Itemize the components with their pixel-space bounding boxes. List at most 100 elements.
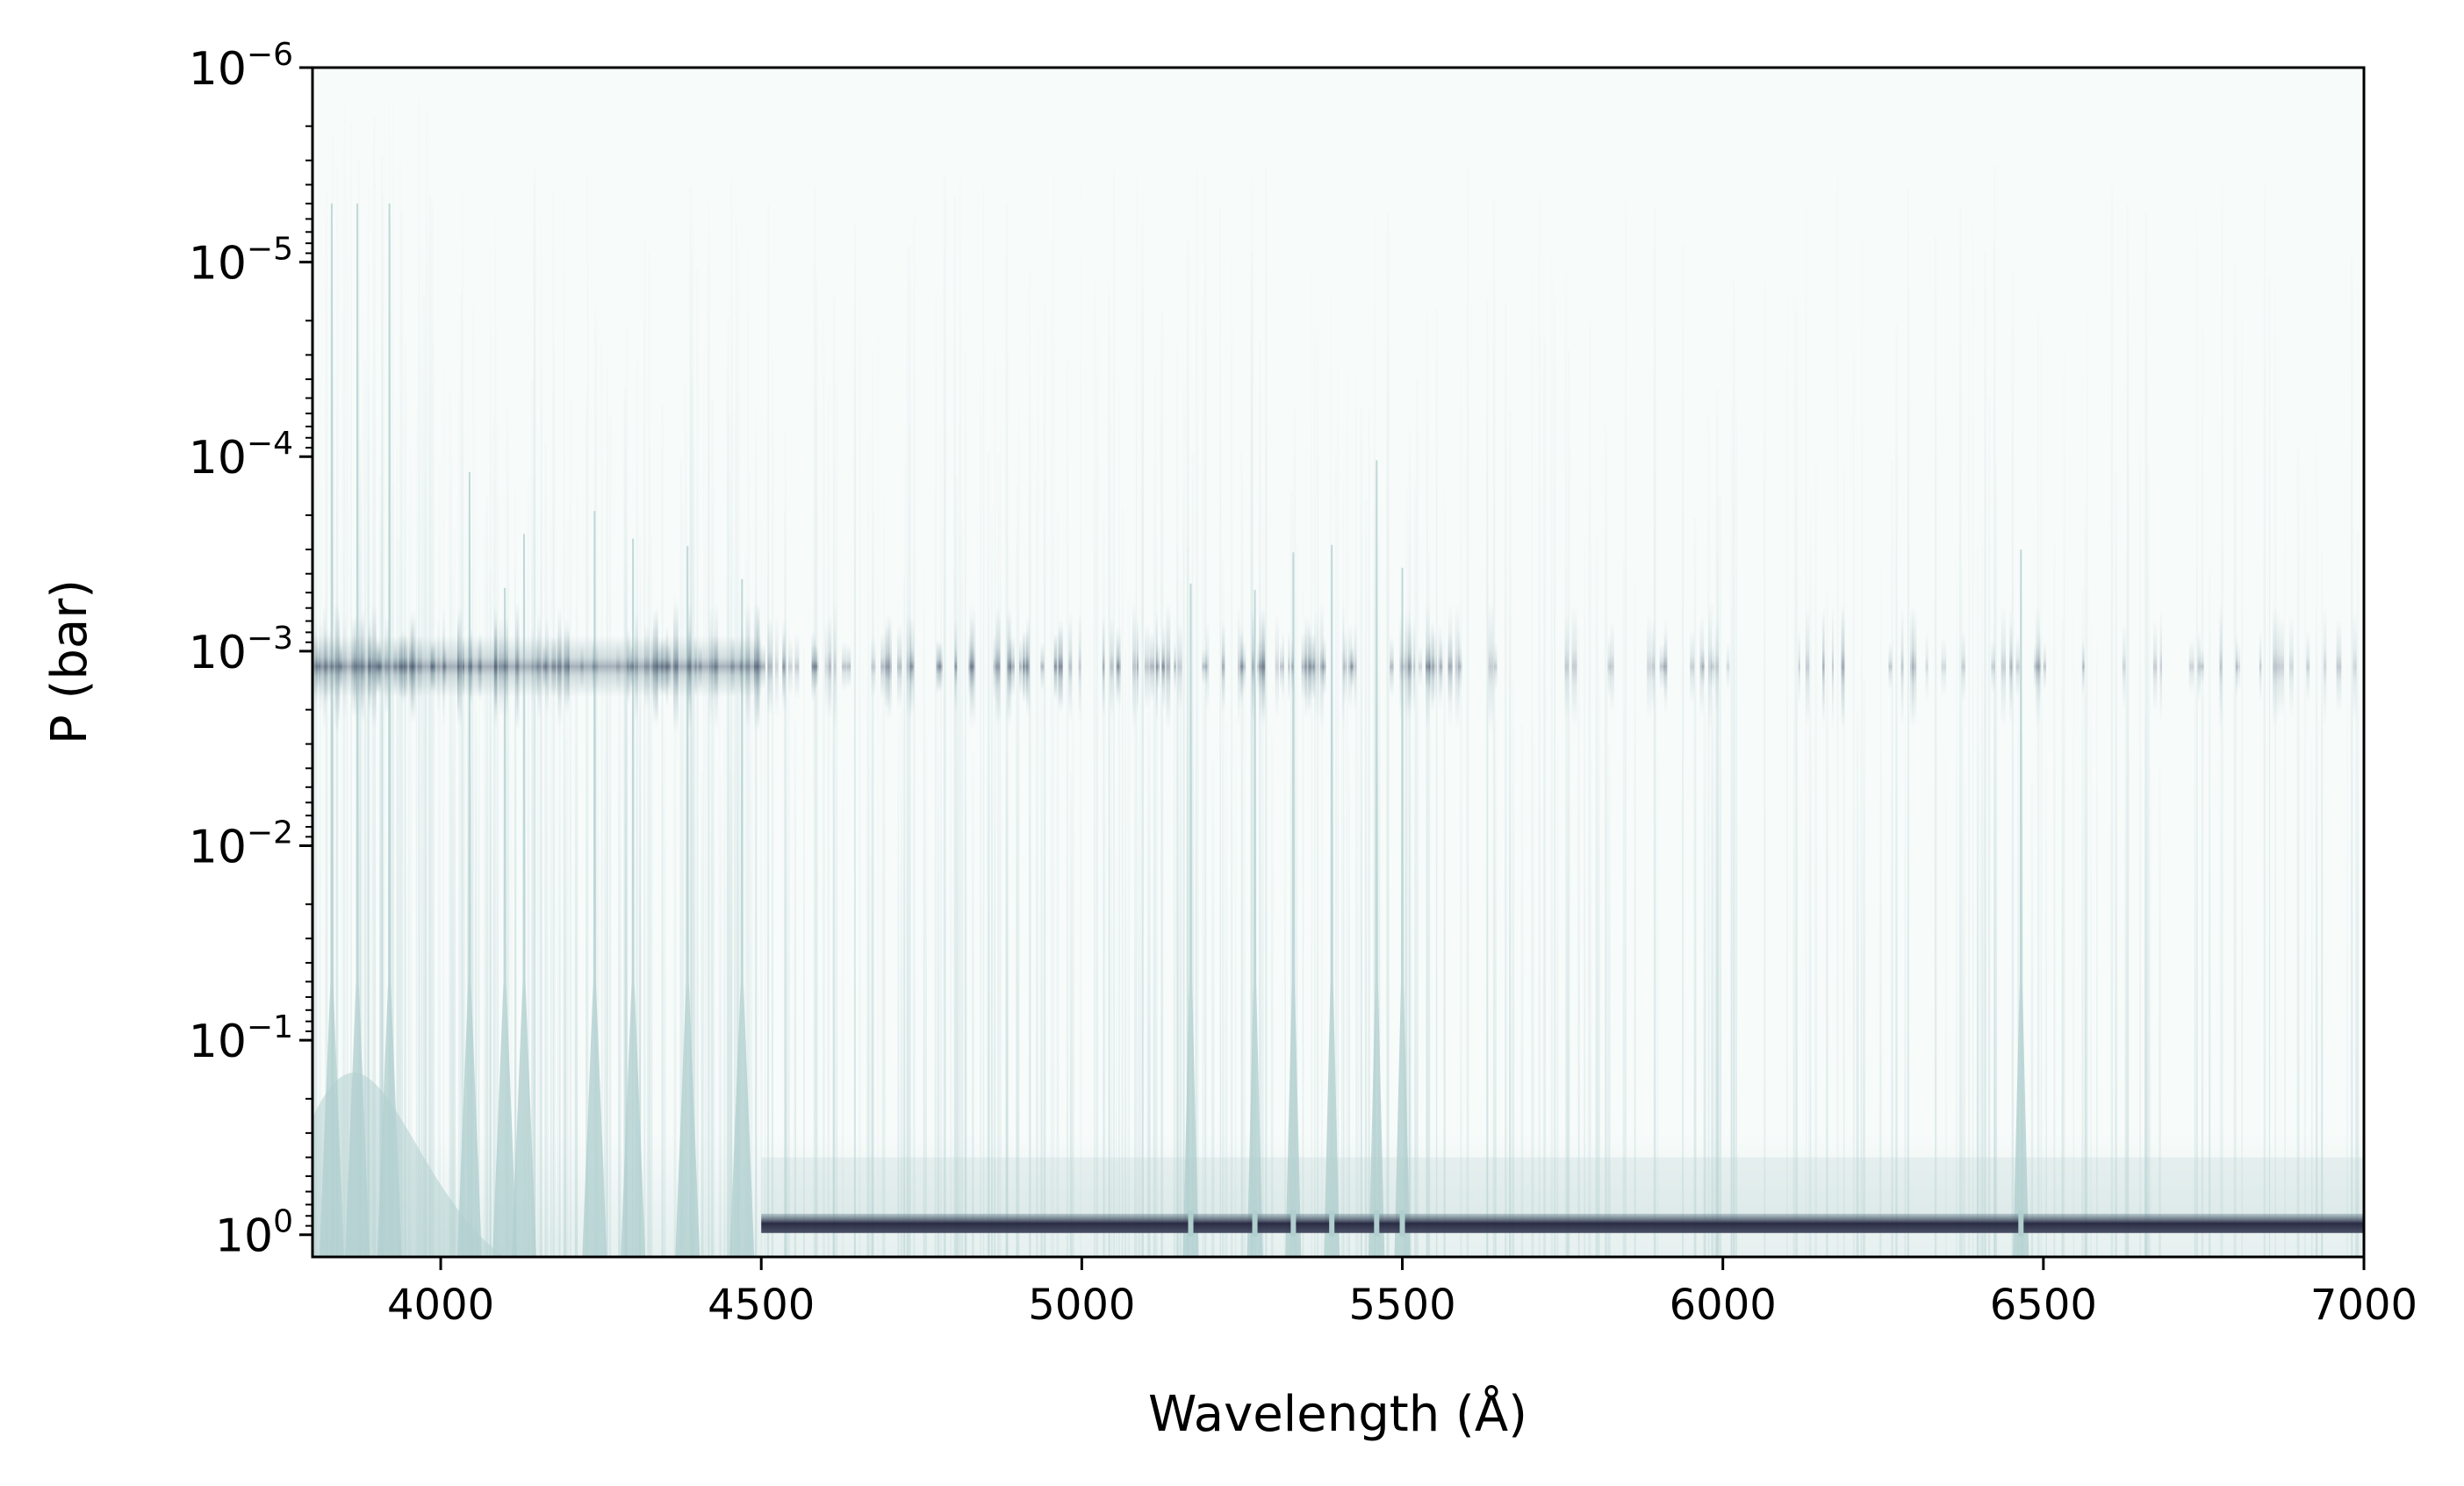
band-streak xyxy=(995,643,1000,690)
absorption-line xyxy=(1355,376,1357,1257)
absorption-line xyxy=(787,627,790,1257)
absorption-line xyxy=(496,421,499,1257)
x-axis-title: Wavelength (Å) xyxy=(1148,1385,1527,1443)
absorption-line xyxy=(490,680,492,1257)
absorption-line xyxy=(2159,767,2161,1257)
x-tick-label: 4500 xyxy=(708,1281,815,1330)
band-streak xyxy=(1701,648,1706,686)
absorption-line xyxy=(1043,424,1045,1257)
absorption-line xyxy=(574,664,577,1257)
absorption-line xyxy=(1550,257,1553,1257)
absorption-line xyxy=(1191,452,1194,1257)
absorption-line xyxy=(332,268,334,1257)
band-streak xyxy=(760,644,765,689)
absorption-line xyxy=(1622,555,1626,1257)
absorption-line xyxy=(663,723,666,1257)
absorption-line xyxy=(564,642,567,1257)
band-streak xyxy=(1202,648,1208,685)
strong-line xyxy=(1182,583,1199,1257)
absorption-line xyxy=(872,350,874,1257)
absorption-line xyxy=(449,390,452,1257)
line-gap xyxy=(1252,1210,1258,1237)
absorption-line xyxy=(2053,542,2056,1257)
absorption-line xyxy=(1567,349,1570,1257)
absorption-line xyxy=(832,631,836,1257)
absorption-line xyxy=(1182,495,1185,1257)
absorption-line xyxy=(2296,446,2300,1257)
absorption-line xyxy=(425,476,427,1257)
absorption-line xyxy=(700,773,704,1257)
band-streak xyxy=(1018,638,1023,695)
strong-line xyxy=(621,538,646,1257)
absorption-line xyxy=(1764,278,1766,1257)
absorption-line xyxy=(1113,169,1115,1257)
absorption-line xyxy=(396,396,399,1257)
absorption-line xyxy=(1856,710,1859,1257)
band-streak xyxy=(2259,631,2262,702)
absorption-line xyxy=(1566,685,1569,1257)
absorption-line xyxy=(1979,729,1981,1257)
absorption-line xyxy=(836,383,838,1257)
band-streak xyxy=(1256,640,1261,693)
absorption-line xyxy=(1348,750,1350,1257)
absorption-line xyxy=(1373,459,1376,1257)
x-tick-label: 6000 xyxy=(1670,1281,1777,1330)
x-tick-label: 4000 xyxy=(387,1281,494,1330)
band-streak xyxy=(1132,601,1137,732)
absorption-line xyxy=(1955,538,1958,1257)
absorption-line xyxy=(1251,262,1254,1257)
absorption-line xyxy=(488,570,492,1257)
band-streak xyxy=(1290,638,1294,695)
absorption-line xyxy=(1732,279,1735,1257)
absorption-line xyxy=(739,600,742,1257)
band-streak xyxy=(1239,623,1244,710)
absorption-line xyxy=(1564,274,1568,1257)
absorption-line xyxy=(558,644,561,1257)
absorption-line xyxy=(982,184,985,1257)
plot-frame xyxy=(311,66,2366,1259)
absorption-line xyxy=(636,361,639,1257)
absorption-line xyxy=(648,252,650,1257)
absorption-line xyxy=(1963,780,1965,1257)
y-tick-label: 10−6 xyxy=(189,37,293,96)
band-streak xyxy=(842,642,847,692)
band-streak xyxy=(1726,642,1730,691)
absorption-line xyxy=(1364,498,1368,1257)
absorption-line xyxy=(883,495,886,1257)
absorption-line xyxy=(619,666,622,1257)
absorption-line xyxy=(1016,484,1018,1257)
absorption-line xyxy=(646,574,650,1257)
strong-line xyxy=(1368,460,1385,1257)
band-streak xyxy=(794,634,800,700)
absorption-line xyxy=(1176,550,1180,1257)
absorption-line xyxy=(958,423,960,1257)
absorption-line xyxy=(877,319,879,1257)
absorption-line xyxy=(508,473,510,1257)
absorption-line xyxy=(1346,377,1348,1257)
band-streak xyxy=(1288,630,1290,703)
absorption-line xyxy=(2124,631,2128,1257)
strong-line xyxy=(2013,549,2029,1257)
absorption-line xyxy=(1606,435,1608,1257)
absorption-line xyxy=(527,477,530,1257)
absorption-line xyxy=(1311,261,1313,1257)
absorption-line xyxy=(623,386,627,1257)
absorption-line xyxy=(1879,571,1882,1257)
absorption-line xyxy=(1052,174,1055,1257)
absorption-line xyxy=(2095,642,2098,1257)
absorption-line xyxy=(703,348,705,1257)
plot-area xyxy=(312,68,2364,1257)
absorption-line xyxy=(1555,742,1559,1257)
absorption-line xyxy=(1069,772,1072,1257)
absorption-line xyxy=(1404,671,1406,1257)
absorption-line xyxy=(1221,560,1225,1257)
strong-line xyxy=(729,578,755,1257)
x-tick-label: 6500 xyxy=(1990,1281,2097,1330)
band-streak xyxy=(1418,645,1423,688)
absorption-line xyxy=(1262,499,1264,1257)
band-streak xyxy=(2236,642,2241,691)
absorption-line xyxy=(2303,485,2307,1257)
band-streak xyxy=(2035,606,2041,728)
absorption-line xyxy=(1987,398,1991,1257)
absorption-line xyxy=(2310,736,2313,1257)
